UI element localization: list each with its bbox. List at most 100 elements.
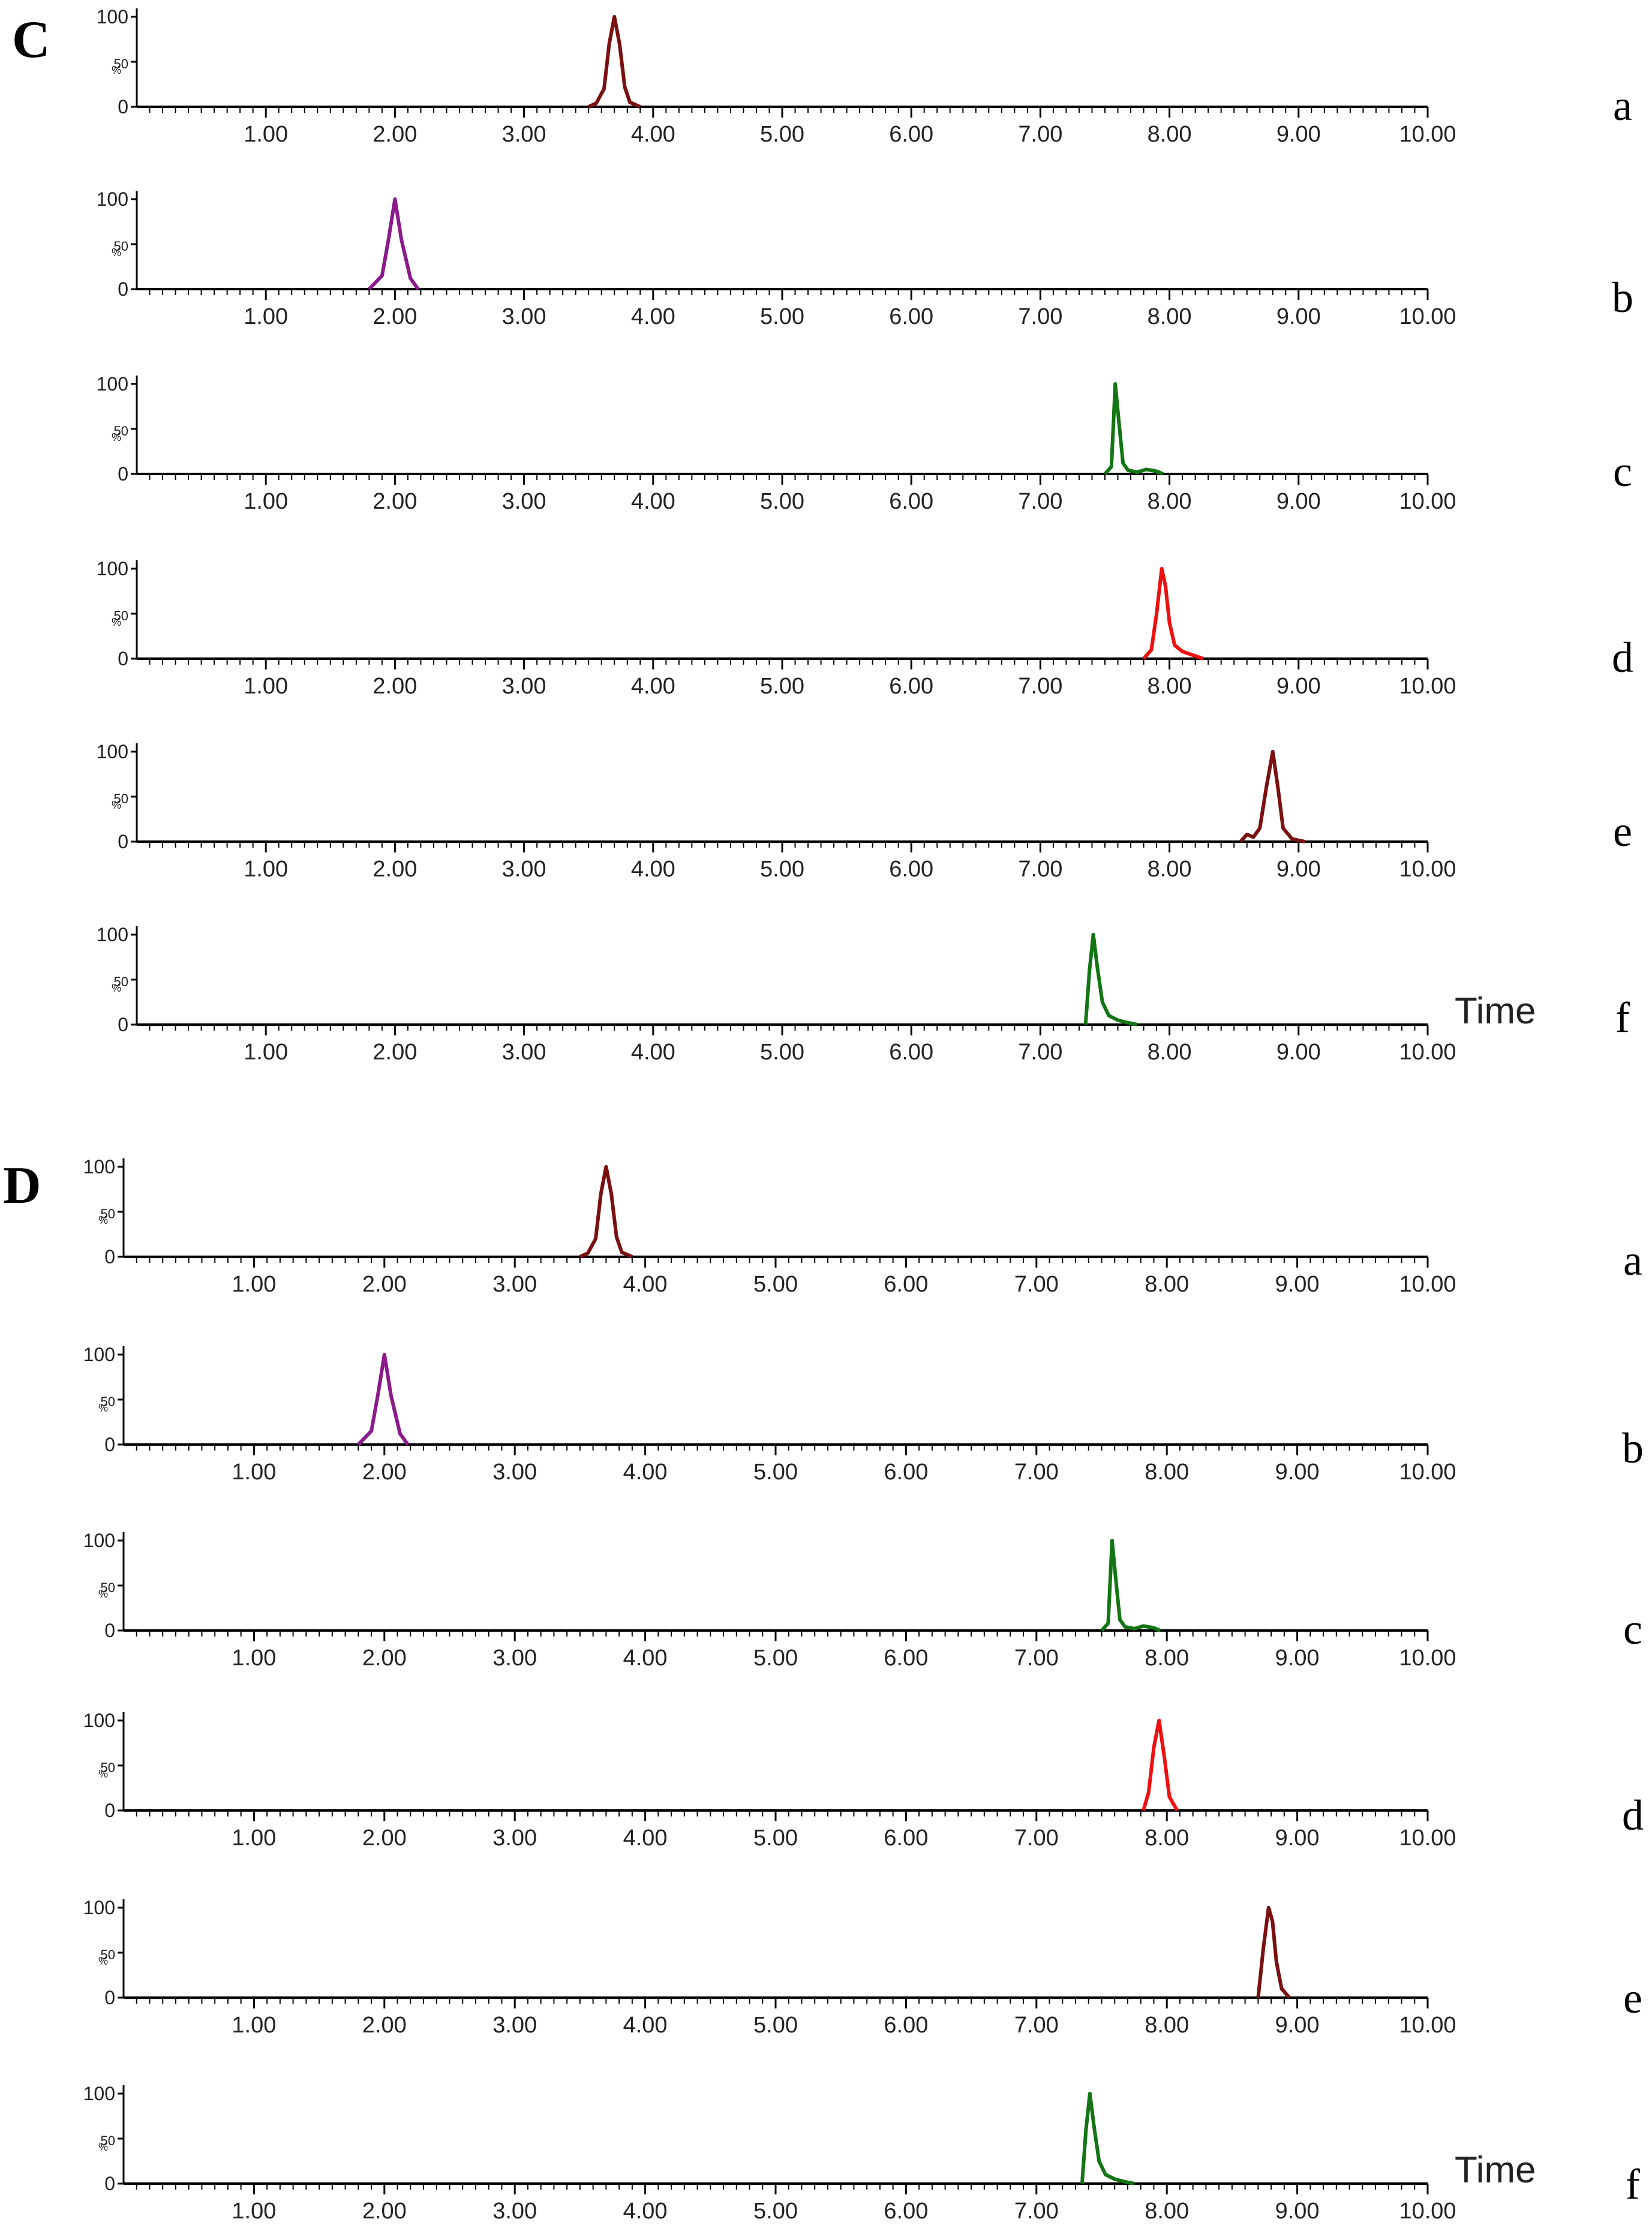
x-tick-label: 1.00 [232,1272,276,1297]
x-tick-label: 2.00 [362,1646,407,1671]
x-tick-label: 3.00 [492,2013,537,2038]
y-tick-label: 0 [118,96,128,118]
x-tick-label: 6.00 [884,2199,928,2224]
y-axis-label: % [98,1955,108,1967]
x-tick-label: 5.00 [760,674,804,699]
x-tick-label: 10.00 [1399,2199,1456,2224]
y-tick-label: 0 [104,2173,115,2194]
trace-line [1142,1719,1179,1812]
x-tick-label: 6.00 [884,2013,928,2038]
y-tick-label: 0 [104,1620,115,1641]
x-tick-label: 3.00 [502,857,546,882]
x-tick-label: 5.00 [760,489,804,514]
x-tick-label: 2.00 [362,1272,407,1297]
x-tick-label: 1.00 [244,674,288,699]
x-axis-label: Time [1455,2149,1536,2191]
x-tick-label: 7.00 [1018,304,1062,329]
y-tick-label: 0 [104,1434,115,1455]
y-axis-label: % [112,982,121,994]
x-tick-label: 7.00 [1018,674,1062,699]
x-tick-label: 8.00 [1148,857,1192,882]
x-tick-label: 5.00 [760,857,804,882]
trace-label: e [1613,807,1632,855]
trace-f: 100 50 0% 1.00 2.00 3.00 4.00 5.00 6.00 7.00 8.00 9… [97,924,1630,1065]
x-tick-label: 1.00 [232,1646,276,1671]
x-tick-label: 9.00 [1275,2013,1320,2038]
y-tick-label: 50 [101,1394,115,1409]
y-tick-label: 50 [101,1206,115,1221]
trace-line [357,1353,410,1446]
x-tick-label: 4.00 [631,857,675,882]
x-tick-label: 3.00 [492,1646,537,1671]
y-tick-label: 50 [114,608,128,623]
x-tick-label: 6.00 [889,857,933,882]
x-tick-label: 8.00 [1145,2013,1189,2038]
trace-line [579,1165,633,1259]
x-tick-label: 7.00 [1014,1272,1059,1297]
x-tick-label: 10.00 [1399,674,1456,699]
x-tick-label: 3.00 [492,1825,537,1851]
trace-label: a [1623,1236,1642,1284]
x-tick-label: 6.00 [889,674,933,699]
trace-line [1080,2092,1135,2185]
x-tick-label: 10.00 [1399,489,1456,514]
trace-e: 100 50 0% 1.00 2.00 3.00 4.00 5.00 6.00 7.00 8.00 9… [83,1897,1642,2038]
x-tick-label: 7.00 [1018,1040,1062,1065]
trace-line [1142,567,1204,660]
x-tick-label: 4.00 [631,674,675,699]
x-tick-label: 9.00 [1275,1272,1320,1297]
x-tick-label: 3.00 [502,674,546,699]
y-tick-label: 100 [83,2083,115,2104]
trace-label: f [1626,2160,1640,2208]
y-tick-label: 0 [104,1800,115,1821]
y-axis-label: % [112,799,121,811]
x-tick-label: 7.00 [1018,122,1062,147]
trace-label: d [1622,1791,1644,1839]
trace-c: 100 50 0% 1.00 2.00 3.00 4.00 5.00 6.00 7.00 8.00 9… [83,1530,1642,1671]
x-tick-label: 5.00 [760,304,804,329]
x-tick-label: 4.00 [623,1646,668,1671]
x-tick-label: 2.00 [362,1825,407,1851]
y-axis-label: % [98,1402,108,1414]
y-tick-label: 100 [97,188,128,210]
panel-D: D 100 50 0% 1.00 2.00 3.00 4.00 5.00 6.00 7.00 8.00… [3,1156,1644,2224]
x-tick-label: 5.00 [753,2013,798,2038]
x-tick-label: 9.00 [1275,1825,1320,1851]
x-tick-label: 2.00 [362,1460,407,1485]
y-tick-label: 100 [83,1344,115,1365]
trace-label: d [1612,633,1633,681]
x-tick-label: 8.00 [1145,1646,1189,1671]
y-tick-label: 0 [104,1246,115,1268]
x-tick-label: 4.00 [623,1272,668,1297]
trace-e: 100 50 0% 1.00 2.00 3.00 4.00 5.00 6.00 7.00 8.00 9… [97,741,1632,882]
x-tick-label: 3.00 [492,1272,537,1297]
y-tick-label: 100 [97,558,128,579]
y-axis-label: % [112,247,121,259]
trace-label: b [1622,1424,1644,1472]
y-tick-label: 0 [118,831,128,852]
y-tick-label: 50 [114,424,128,439]
x-tick-label: 4.00 [623,2013,668,2038]
trace-line [587,15,641,109]
y-axis-label: % [112,431,121,443]
x-tick-label: 5.00 [760,122,804,147]
x-tick-label: 3.00 [502,1040,546,1065]
trace-line [1100,1539,1161,1632]
x-tick-label: 4.00 [623,1825,668,1851]
x-tick-label: 2.00 [373,489,417,514]
y-axis-label: % [98,1768,108,1780]
x-tick-label: 10.00 [1399,1272,1456,1297]
y-tick-label: 50 [114,791,128,806]
x-tick-label: 4.00 [631,489,675,514]
trace-d: 100 50 0% 1.00 2.00 3.00 4.00 5.00 6.00 7.00 8.00 9… [97,558,1633,699]
x-tick-label: 3.00 [492,2199,537,2224]
x-tick-label: 9.00 [1276,1040,1321,1065]
y-axis-label: % [98,1588,108,1600]
trace-line [1103,382,1164,476]
x-tick-label: 4.00 [623,1460,668,1485]
x-tick-label: 5.00 [753,1646,798,1671]
x-tick-label: 9.00 [1275,1460,1320,1485]
y-tick-label: 50 [101,2133,115,2148]
y-tick-label: 50 [101,1947,115,1962]
x-tick-label: 4.00 [631,1040,675,1065]
